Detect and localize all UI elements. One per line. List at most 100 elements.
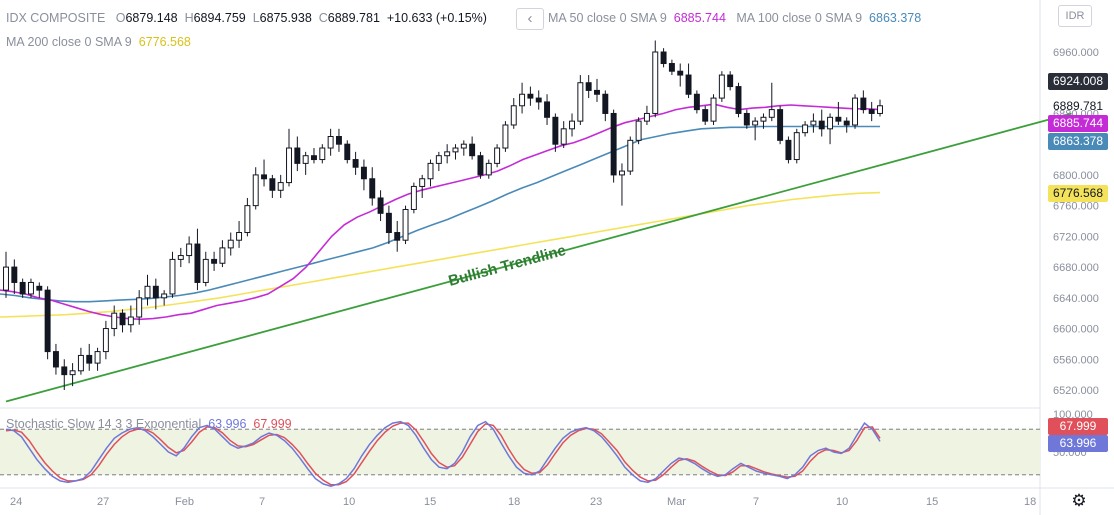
ma200-line bbox=[0, 191, 881, 318]
candle-body-up bbox=[111, 312, 118, 330]
candle bbox=[469, 136, 476, 160]
open-value: 6879.148 bbox=[125, 11, 178, 25]
candle-body-down bbox=[360, 166, 367, 180]
chevron-left-icon: ‹ bbox=[527, 10, 533, 27]
candle bbox=[69, 363, 76, 387]
candle-body-up bbox=[460, 143, 467, 149]
candle bbox=[211, 251, 218, 271]
candle bbox=[136, 290, 143, 325]
price-tick-label: 6520.000 bbox=[1053, 385, 1099, 397]
candle-body-up bbox=[877, 105, 883, 114]
candle bbox=[311, 148, 317, 164]
candle bbox=[127, 305, 134, 333]
candle bbox=[660, 48, 667, 68]
ma50-value: 6885.744 bbox=[673, 11, 726, 25]
time-tick-label: 10 bbox=[836, 496, 848, 508]
candle-body-up bbox=[302, 155, 309, 164]
candle-body-up bbox=[627, 139, 634, 172]
candle-body-up bbox=[69, 370, 76, 376]
candle bbox=[3, 251, 9, 298]
candle-body-up bbox=[327, 136, 334, 149]
collapse-legend-button[interactable]: ‹ bbox=[516, 8, 544, 30]
candle bbox=[610, 109, 617, 183]
ma200-label[interactable]: MA 200 close 0 SMA 9 bbox=[6, 35, 132, 49]
candle bbox=[494, 144, 501, 168]
close-label: C bbox=[318, 11, 328, 25]
candle-body-up bbox=[718, 74, 725, 99]
candle-body-down bbox=[86, 354, 93, 364]
candle bbox=[702, 105, 709, 125]
candle-body-down bbox=[269, 178, 276, 191]
candle-body-down bbox=[527, 93, 534, 99]
candle-body-up bbox=[485, 162, 492, 176]
currency-button[interactable]: IDR bbox=[1058, 5, 1092, 27]
candle bbox=[152, 278, 159, 310]
candle bbox=[161, 290, 168, 306]
candle bbox=[452, 144, 459, 160]
gear-icon[interactable]: ⚙ bbox=[1071, 491, 1087, 510]
stochastic-band bbox=[0, 429, 1040, 475]
candle bbox=[802, 121, 809, 137]
candle-body-up bbox=[519, 93, 526, 107]
price-tick-label: 6600.000 bbox=[1053, 324, 1099, 336]
stochastic-legend: Stochastic Slow 14 3 3 Exponential 63.99… bbox=[6, 416, 292, 432]
candle-body-down bbox=[194, 243, 201, 283]
candle bbox=[760, 113, 767, 129]
candle bbox=[652, 40, 659, 118]
ma100-label[interactable]: MA 100 close 0 SMA 9 bbox=[736, 11, 863, 25]
candle-body-up bbox=[102, 328, 109, 353]
candle-body-up bbox=[77, 354, 84, 372]
symbol-name[interactable]: IDX COMPOSITE bbox=[6, 11, 106, 25]
candle bbox=[510, 98, 517, 129]
candle-body-up bbox=[793, 132, 800, 161]
candle-body-up bbox=[752, 120, 759, 126]
candle bbox=[643, 105, 650, 125]
candle-body-down bbox=[535, 97, 542, 103]
candle bbox=[743, 109, 750, 129]
stochastic-label[interactable]: Stochastic Slow 14 3 3 Exponential bbox=[6, 417, 202, 431]
candle bbox=[710, 94, 717, 125]
candle bbox=[777, 105, 784, 145]
candle-body-down bbox=[119, 312, 126, 326]
time-tick-label: 18 bbox=[508, 496, 520, 508]
candle bbox=[277, 174, 284, 198]
candle-body-down bbox=[377, 197, 384, 214]
candlestick-series bbox=[3, 40, 883, 390]
candle bbox=[477, 151, 484, 179]
candle bbox=[785, 136, 792, 164]
price-tick-label: 6680.000 bbox=[1053, 262, 1099, 274]
close-price-label: 6889.781 bbox=[1052, 99, 1104, 113]
candle-body-down bbox=[19, 281, 26, 295]
ma50-label[interactable]: MA 50 close 0 SMA 9 bbox=[548, 11, 667, 25]
candle-body-up bbox=[852, 97, 859, 126]
candle bbox=[352, 151, 359, 175]
candle-body-down bbox=[552, 116, 559, 145]
time-tick-label: 23 bbox=[590, 496, 602, 508]
candle bbox=[61, 359, 68, 390]
candle bbox=[44, 286, 51, 360]
candle bbox=[119, 309, 126, 333]
candle bbox=[577, 75, 584, 125]
candle bbox=[827, 113, 834, 145]
change-value: +10.633 (+0.15%) bbox=[386, 11, 487, 25]
candle-body-down bbox=[294, 147, 301, 164]
open-label: O bbox=[115, 11, 126, 25]
candle-body-up bbox=[560, 128, 567, 145]
candle bbox=[344, 140, 351, 164]
candle-body-down bbox=[211, 258, 218, 264]
candle-body-up bbox=[444, 151, 451, 157]
candle bbox=[618, 163, 625, 206]
candle-body-down bbox=[693, 93, 700, 111]
candle bbox=[219, 240, 226, 268]
candle-body-up bbox=[427, 162, 434, 180]
candle bbox=[335, 128, 342, 152]
candle-body-up bbox=[810, 120, 817, 126]
candle-body-up bbox=[94, 351, 101, 364]
candle bbox=[585, 75, 592, 99]
stochastic-d-value: 67.999 bbox=[253, 417, 292, 431]
candle-body-up bbox=[3, 266, 9, 291]
candle bbox=[768, 82, 775, 122]
candle-body-up bbox=[144, 285, 151, 299]
trendline-annotation: Bullish Trendline bbox=[447, 242, 568, 290]
